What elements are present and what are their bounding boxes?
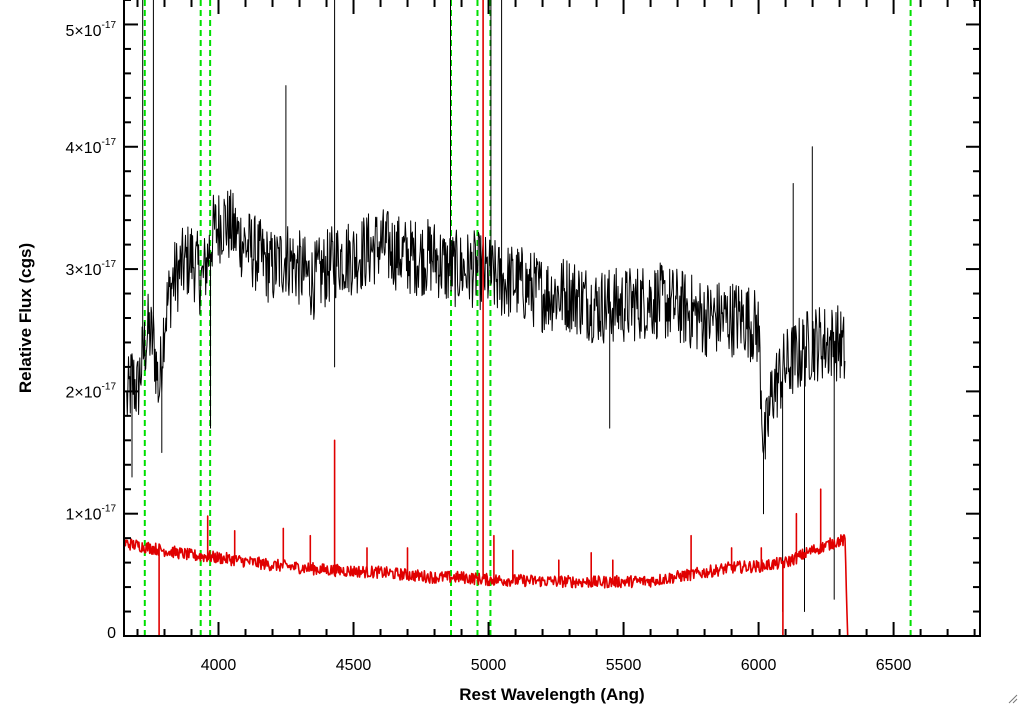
x-tick-label: 6000 — [741, 657, 777, 674]
x-tick-label: 5000 — [471, 657, 507, 674]
y-tick-label: 1×10-17 — [66, 504, 117, 524]
y-tick-label: 2×10-17 — [66, 381, 117, 401]
axis-ticks — [124, 0, 980, 637]
y-tick-label: 4×10-17 — [66, 137, 117, 157]
x-tick-label: 5500 — [606, 657, 642, 674]
resize-grip-icon[interactable] — [1006, 692, 1018, 704]
y-tick-label: 0 — [107, 625, 116, 642]
y-tick-label: 5×10-17 — [66, 20, 117, 40]
observed-spectrum-line — [126, 0, 846, 612]
model-fit-line — [124, 0, 980, 636]
y-axis-title: Relative Flux (cgs) — [16, 243, 35, 393]
x-tick-label: 4000 — [201, 657, 237, 674]
series-layer — [124, 0, 980, 636]
x-tick-label: 6500 — [876, 657, 912, 674]
x-tick-label: 4500 — [336, 657, 372, 674]
y-tick-label: 3×10-17 — [66, 259, 117, 279]
tick-labels: 4000 4500 5000 5500 6000 6500 0 1×10-17 2×10-17 3… — [66, 20, 912, 674]
x-axis-title: Rest Wavelength (Ang) — [459, 685, 644, 704]
reference-lines — [143, 0, 912, 636]
